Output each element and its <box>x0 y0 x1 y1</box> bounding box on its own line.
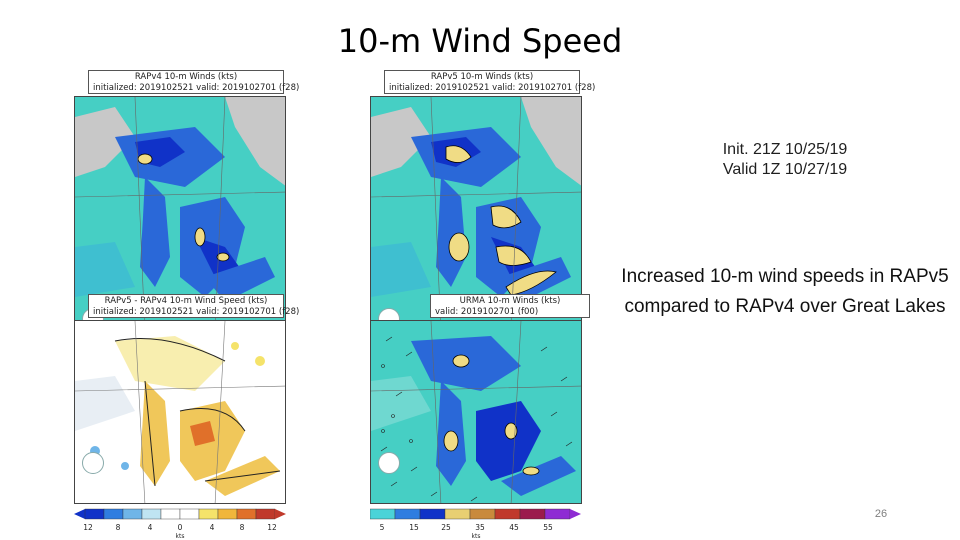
panel-header: RAPv5 10-m Winds (kts) initialized: 2019… <box>384 70 580 94</box>
colorbar-labels: 12 8 4 0 4 8 12 <box>74 523 286 533</box>
colorbar-swatch <box>520 509 545 519</box>
colorbar-swatch <box>445 509 470 519</box>
noaa-logo-icon <box>82 452 104 474</box>
colorbar-swatch <box>218 509 237 519</box>
colorbar-tick: 35 <box>475 523 485 532</box>
forecast-times: Init. 21Z 10/25/19 Valid 1Z 10/27/19 <box>660 140 910 180</box>
panel-run-info: valid: 2019102701 (f00) <box>435 307 538 317</box>
difference-map <box>74 320 286 504</box>
colorbar-tick: 8 <box>116 523 121 532</box>
page-number: 26 <box>864 508 898 520</box>
colorbar-units: kts <box>176 533 185 540</box>
panel-run-info: initialized: 2019102521 valid: 201910270… <box>93 307 299 317</box>
colorbar-tick: 12 <box>267 523 277 532</box>
colorbar-tick: 4 <box>148 523 153 532</box>
colorbar-tick: 12 <box>83 523 93 532</box>
colorbar-swatch <box>545 509 570 519</box>
panel-difference: RAPv5 - RAPv4 10-m Wind Speed (kts) init… <box>74 294 290 534</box>
colorbar-swatch <box>420 509 445 519</box>
colorbar-swatch <box>180 509 199 519</box>
valid-time: Valid 1Z 10/27/19 <box>660 160 910 180</box>
colorbar-tick: 45 <box>509 523 519 532</box>
colorbar-swatch <box>142 509 161 519</box>
panel-header: RAPv4 10-m Winds (kts) initialized: 2019… <box>88 70 284 94</box>
panel-title: URMA 10-m Winds (kts) <box>435 296 585 307</box>
colorbar-labels: 5 15 25 35 45 55 <box>370 523 582 533</box>
colorbar-swatch <box>85 509 104 519</box>
colorbar-units: kts <box>472 533 481 540</box>
slide-title: 10-m Wind Speed <box>0 22 960 60</box>
colorbar-tick: 15 <box>409 523 419 532</box>
panel-title: RAPv5 10-m Winds (kts) <box>389 72 575 83</box>
colorbar-swatch <box>161 509 180 519</box>
panel-run-info: initialized: 2019102521 valid: 201910270… <box>93 83 299 93</box>
noaa-logo-icon <box>378 452 400 474</box>
panel-title: RAPv5 - RAPv4 10-m Wind Speed (kts) <box>93 296 279 307</box>
colorbar-tick: 0 <box>178 523 183 532</box>
init-time: Init. 21Z 10/25/19 <box>660 140 910 160</box>
colorbar-swatch <box>123 509 142 519</box>
difference-colorbar <box>74 508 286 520</box>
colorbar-tick: 55 <box>543 523 553 532</box>
colorbar-tick: 5 <box>380 523 385 532</box>
wind-map <box>370 320 582 504</box>
summary-text: Increased 10-m wind speeds in RAPv5 comp… <box>620 262 950 322</box>
wind-colorbar <box>370 508 582 520</box>
colorbar-swatch <box>370 509 395 519</box>
colorbar-tick: 4 <box>210 523 215 532</box>
panel-urma: URMA 10-m Winds (kts) valid: 2019102701 … <box>370 294 586 534</box>
colorbar-swatch <box>395 509 420 519</box>
colorbar-swatch <box>470 509 495 519</box>
panel-header: URMA 10-m Winds (kts) valid: 2019102701 … <box>430 294 590 318</box>
colorbar-tick: 8 <box>240 523 245 532</box>
colorbar-swatch <box>104 509 123 519</box>
colorbar-swatch <box>256 509 275 519</box>
colorbar-swatch <box>199 509 218 519</box>
colorbar-swatch <box>237 509 256 519</box>
colorbar-tick: 25 <box>441 523 451 532</box>
panel-title: RAPv4 10-m Winds (kts) <box>93 72 279 83</box>
panel-header: RAPv5 - RAPv4 10-m Wind Speed (kts) init… <box>88 294 284 318</box>
panel-run-info: initialized: 2019102521 valid: 201910270… <box>389 83 595 93</box>
colorbar-swatch <box>495 509 520 519</box>
